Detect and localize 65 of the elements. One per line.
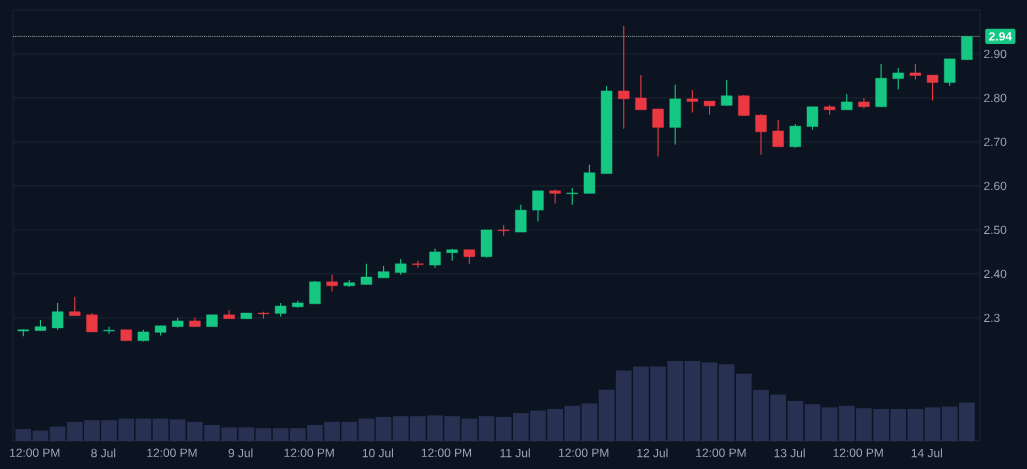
candlestick [806,106,819,131]
candlestick [86,312,98,333]
candlestick [755,113,767,156]
bar [375,417,392,441]
x-tick-label: 12:00 PM [696,448,746,457]
bar [924,407,941,441]
x-tick-label: 9 Jul [228,448,253,458]
bar [272,428,289,441]
y-tick-label: 2.50 [984,225,1007,235]
bar [478,416,495,441]
candlestick [583,164,596,194]
candlestick [326,274,338,293]
bar [907,409,924,441]
bar [255,428,272,441]
x-tick-label: 12:00 PM [833,448,883,457]
candlestick [892,67,904,91]
x-tick-label: 12:00 PM [559,448,609,457]
candlestick [412,260,424,269]
y-tick-label: 2.40 [984,269,1007,279]
ref-line-label: 2.94 [989,32,1012,41]
candlestick [789,123,801,149]
x-tick-label: 13 Jul [774,448,805,458]
candlestick [429,248,441,269]
bar [581,403,598,441]
x-tick-label: 11 Jul [500,448,530,458]
bar [32,430,49,441]
candlestick [652,108,664,157]
candlestick [961,35,973,61]
x-tick-label: 10 Jul [362,448,393,458]
bar [49,426,66,441]
bar [804,404,821,441]
candlestick [532,190,544,223]
x-tick-label: 12 Jul [637,448,668,458]
x-tick-label: 12:00 PM [284,448,334,457]
candlestick [686,89,699,114]
x-tick-label: 14 Jul [911,448,942,458]
x-tick-label: 12:00 PM [147,448,197,457]
bar [15,429,32,441]
candlestick [69,296,81,317]
candlestick [944,58,956,87]
bar [358,418,375,441]
y-tick-label: 2.90 [984,49,1007,59]
bar [684,361,701,441]
candlestick [926,74,939,102]
bar [821,407,838,441]
x-tick-label: 8 Jul [91,448,116,458]
candlestick [103,326,115,335]
x-tick-label: 12:00 PM [10,448,60,457]
y-tick-label: 2.60 [984,181,1007,191]
candlestick [635,74,647,111]
y-tick-label: 2.70 [984,137,1007,147]
bar [152,418,169,441]
bar [598,389,615,441]
y-tick-label: 2.80 [984,93,1007,103]
candlestick [360,263,373,285]
bar [701,362,718,441]
candlestick [720,79,733,106]
candlestick [618,25,630,130]
candlestick [51,302,64,331]
candlestick [772,119,784,148]
bar [135,418,152,441]
x-tick-label: 12:00 PM [421,448,472,457]
candlestick [515,204,527,233]
y-tick-label: 2.3 [984,313,1000,323]
candlestick [549,188,561,205]
